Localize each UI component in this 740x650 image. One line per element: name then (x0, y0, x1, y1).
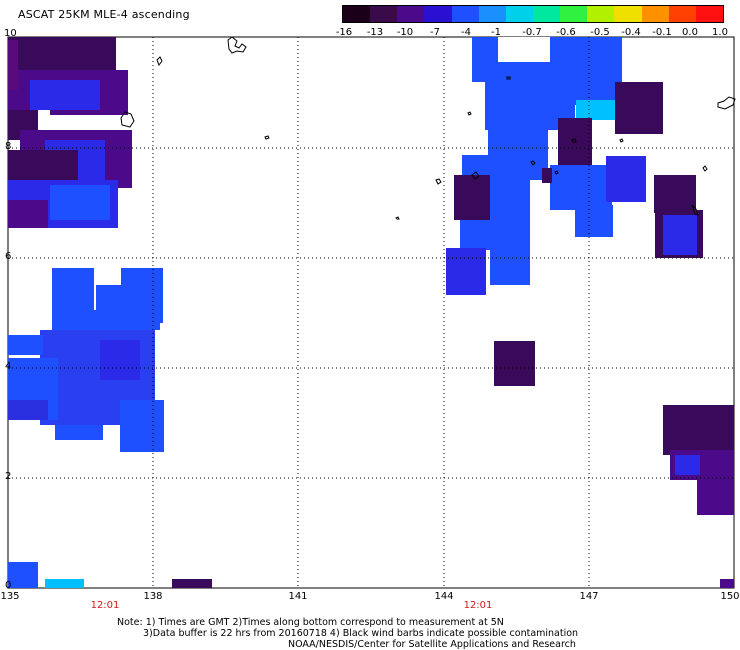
colorbar-swatch (641, 6, 669, 22)
colorbar-swatch (668, 6, 696, 22)
swath-east-south (494, 341, 734, 588)
x-tick-135: 135 (0, 591, 20, 602)
colorbar-label-1: -13 (366, 27, 384, 38)
colorbar-label-11: 0.0 (682, 27, 698, 38)
x-tick-147: 147 (579, 591, 599, 602)
colorbar-label-4: -4 (461, 27, 471, 38)
colorbar-label-9: -0.4 (621, 27, 641, 38)
colorbar-label-3: -7 (430, 27, 440, 38)
x-tick-138: 138 (143, 591, 163, 602)
x-tick-144: 144 (434, 591, 454, 602)
y-tick-2: 2 (5, 471, 12, 482)
colorbar-swatch (343, 6, 371, 22)
swath-west-south (8, 268, 164, 452)
colorbar-label-6: -0.7 (522, 27, 542, 38)
colorbar-label-2: -10 (396, 27, 414, 38)
note-line-1: Note: 1) Times are GMT 2)Times along bot… (117, 617, 504, 628)
gridlines (8, 37, 734, 588)
colorbar-swatch (532, 6, 561, 22)
colorbar-swatch (614, 6, 642, 22)
swath-west-bottom (8, 562, 212, 588)
map-title: ASCAT 25KM MLE-4 ascending (18, 8, 190, 21)
colorbar-swatch (397, 6, 425, 22)
colorbar-label-7: -0.6 (556, 27, 576, 38)
x-tick-141: 141 (288, 591, 308, 602)
colorbar-swatch (587, 6, 615, 22)
colorbar-label-12: 1.0 (712, 27, 728, 38)
y-tick-0: 0 (5, 580, 12, 591)
coastlines (120, 36, 736, 220)
colorbar-label-0: -16 (335, 27, 353, 38)
swath-west-north (8, 37, 132, 228)
swath-east-north (446, 37, 703, 295)
colorbar-label-5: -1 (491, 27, 501, 38)
colorbar-swatch (370, 6, 398, 22)
colorbar-swatch (505, 6, 533, 22)
note-line-2: 3)Data buffer is 22 hrs from 20160718 4)… (143, 628, 579, 639)
time-label-east: 12:01 (463, 600, 493, 611)
y-tick-4: 4 (5, 361, 12, 372)
time-label-west: 12:01 (90, 600, 120, 611)
colorbar-swatch (424, 6, 452, 22)
x-tick-150: 150 (720, 591, 740, 602)
y-tick-10: 10 (4, 28, 17, 39)
note-line-3: NOAA/NESDIS/Center for Satellite Applica… (288, 639, 576, 650)
y-tick-6: 6 (5, 251, 12, 262)
colorbar-swatch (695, 6, 723, 22)
colorbar-label-10: -0.1 (652, 27, 672, 38)
colorbar (342, 5, 724, 23)
colorbar-swatch (560, 6, 588, 22)
colorbar-swatch (478, 6, 506, 22)
y-tick-8: 8 (5, 141, 12, 152)
colorbar-swatch (451, 6, 479, 22)
colorbar-label-8: -0.5 (590, 27, 610, 38)
